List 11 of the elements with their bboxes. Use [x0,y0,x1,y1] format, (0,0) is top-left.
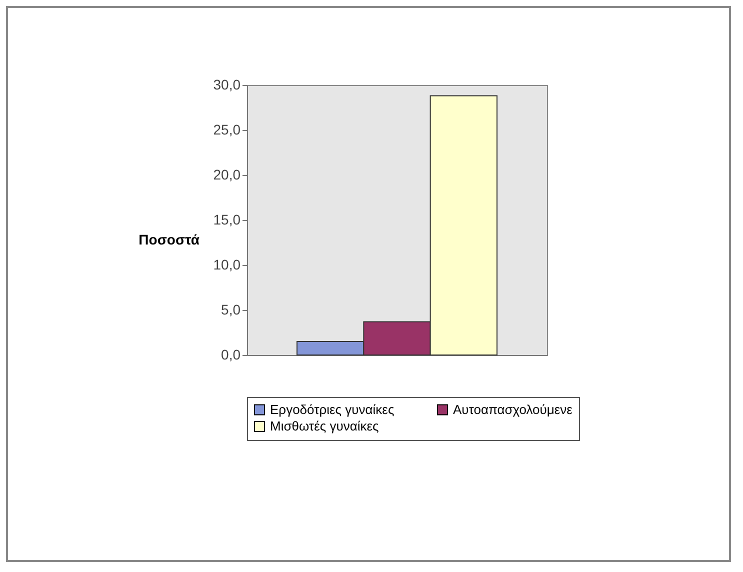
legend-label: Αυτοαπασχολούμενε [453,402,573,417]
y-tick-label: 10,0 [213,256,241,272]
y-tick-label: 5,0 [221,302,241,318]
y-axis-title: Ποσοστά [138,232,200,248]
legend-label: Εργοδότριες γυναίκες [270,402,394,417]
y-tick-label: 15,0 [213,212,241,228]
y-tick-label: 20,0 [213,166,241,182]
legend-label: Μισθωτές γυναίκες [270,418,379,434]
y-tick-label: 25,0 [213,122,241,138]
y-tick-label: 0,0 [221,346,241,362]
y-tick-label: 30,0 [213,76,241,92]
